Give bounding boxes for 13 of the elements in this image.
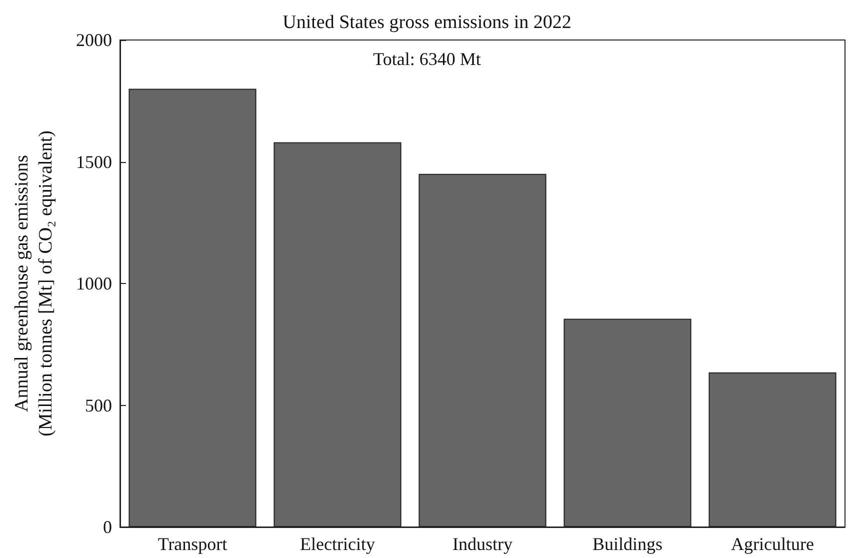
y-tick-label: 1000 xyxy=(76,274,112,294)
y-tick-label: 2000 xyxy=(76,30,112,50)
y-tick-label: 0 xyxy=(103,517,112,537)
y-tick-label: 1500 xyxy=(76,152,112,172)
annotation: Total: 6340 Mt xyxy=(373,49,481,69)
x-tick-label: Agriculture xyxy=(731,534,814,554)
x-tick-label: Electricity xyxy=(300,534,375,554)
y-axis-title: Annual greenhouse gas emissions (Million tonnes [Mt] of CO₂ equivalent) xyxy=(12,130,56,436)
x-tick-label: Industry xyxy=(452,534,512,554)
x-tick-label: Buildings xyxy=(592,534,663,554)
chart-title: United States gross emissions in 2022 xyxy=(282,12,572,33)
x-tick-label: Transport xyxy=(158,534,228,554)
y-tick-label: 500 xyxy=(85,395,112,416)
